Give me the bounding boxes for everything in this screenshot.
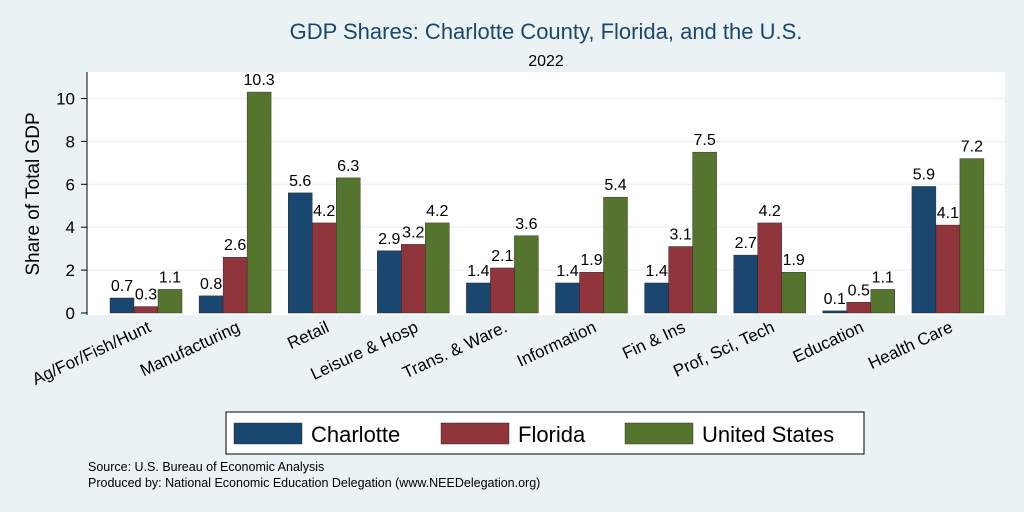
bar-florida [133, 306, 159, 314]
bar-florida [757, 222, 782, 314]
bar-florida [401, 244, 426, 314]
data-label: 5.4 [604, 177, 626, 194]
data-label: 3.2 [402, 224, 424, 241]
bar-united-states [246, 91, 272, 314]
bar-united-states [959, 158, 985, 314]
category-label: Education [790, 317, 867, 366]
category-label: Fin & Ins [619, 317, 688, 363]
y-tick-label: 4 [66, 218, 75, 237]
y-tick-label: 0 [66, 304, 75, 323]
bar-united-states [870, 289, 895, 314]
bar-florida [222, 257, 248, 314]
data-label: 0.7 [111, 278, 133, 295]
data-label: 3.1 [669, 227, 691, 244]
bar-united-states [603, 196, 628, 314]
chart-title: GDP Shares: Charlotte County, Florida, a… [290, 19, 803, 44]
data-label: 5.9 [913, 166, 935, 183]
bar-florida [935, 224, 961, 314]
bar-charlotte [911, 186, 937, 314]
bar-charlotte [288, 192, 313, 314]
bar-charlotte [733, 254, 758, 314]
data-label: 1.1 [872, 269, 894, 286]
legend-swatch [233, 422, 303, 445]
bar-charlotte [377, 250, 402, 314]
category-label: Retail [284, 317, 331, 353]
y-tick-label: 2 [66, 261, 75, 280]
category-label: Health Care [865, 317, 955, 373]
data-label: 2.6 [224, 237, 246, 254]
y-ticks: 0 2 4 6 8 10 [56, 90, 87, 323]
y-tick-label: 8 [66, 132, 75, 151]
data-label: 1.1 [159, 269, 181, 286]
bar-florida [490, 267, 515, 314]
data-label: 4.1 [937, 205, 959, 222]
data-label: 10.3 [244, 72, 275, 89]
chart-subtitle: 2022 [528, 53, 564, 70]
data-label: 1.4 [467, 263, 489, 280]
category-label: Information [514, 317, 599, 370]
bar-united-states [336, 177, 361, 314]
data-label: 7.2 [961, 139, 983, 156]
bar-united-states [781, 272, 806, 314]
data-label: 5.6 [289, 173, 311, 190]
data-label: 0.3 [135, 287, 157, 304]
y-tick-label: 10 [56, 90, 75, 109]
data-label: 1.9 [580, 252, 602, 269]
legend-label: Charlotte [311, 422, 400, 447]
data-label: 2.1 [491, 248, 513, 265]
bar-charlotte [198, 295, 224, 314]
bars [109, 91, 985, 314]
legend-box [225, 411, 865, 455]
bar-charlotte [555, 282, 580, 314]
data-label: 1.9 [783, 252, 805, 269]
bar-charlotte [109, 297, 135, 314]
data-label: 4.2 [313, 203, 335, 220]
bar-charlotte [466, 282, 491, 314]
category-label: Manufacturing [137, 317, 243, 380]
bar-united-states [157, 289, 183, 314]
data-label: 0.8 [200, 276, 222, 293]
data-label: 2.7 [735, 235, 757, 252]
data-label: 0.5 [848, 282, 870, 299]
bar-charlotte [644, 282, 669, 314]
bar-united-states [425, 222, 450, 314]
category-label: Ag/For/Fish/Hunt [29, 317, 154, 389]
data-label: 4.2 [759, 203, 781, 220]
data-label: 7.5 [693, 132, 715, 149]
legend-label: Florida [518, 422, 586, 447]
data-label: 4.2 [426, 203, 448, 220]
category-label: Prof, Sci, Tech [670, 317, 777, 380]
data-label: 6.3 [337, 158, 359, 175]
bar-florida [846, 302, 871, 314]
data-label: 1.4 [556, 263, 578, 280]
data-label: 0.1 [824, 291, 846, 308]
data-labels: 0.70.31.1 0.82.610.35.64.26.32.9 3.24.21.4… [111, 72, 983, 308]
data-label: 2.9 [378, 231, 400, 248]
produced-note: Produced by: National Economic Education… [88, 476, 540, 490]
legend-label: United States [702, 422, 834, 447]
y-axis-title: Share of Total GDP [23, 112, 44, 275]
bar-florida [579, 272, 604, 314]
source-note: Source: U.S. Bureau of Economic Analysis [88, 460, 324, 474]
legend: Charlotte Florida United States [233, 422, 834, 447]
data-label: 3.6 [515, 216, 537, 233]
legend-swatch [440, 422, 510, 445]
data-label: 1.4 [645, 263, 667, 280]
bar-united-states [692, 151, 717, 314]
bar-charlotte [822, 310, 847, 314]
bar-florida [312, 222, 337, 314]
bar-united-states [514, 235, 539, 314]
bar-florida [668, 246, 693, 314]
y-tick-label: 6 [66, 175, 75, 194]
legend-swatch [624, 422, 694, 445]
